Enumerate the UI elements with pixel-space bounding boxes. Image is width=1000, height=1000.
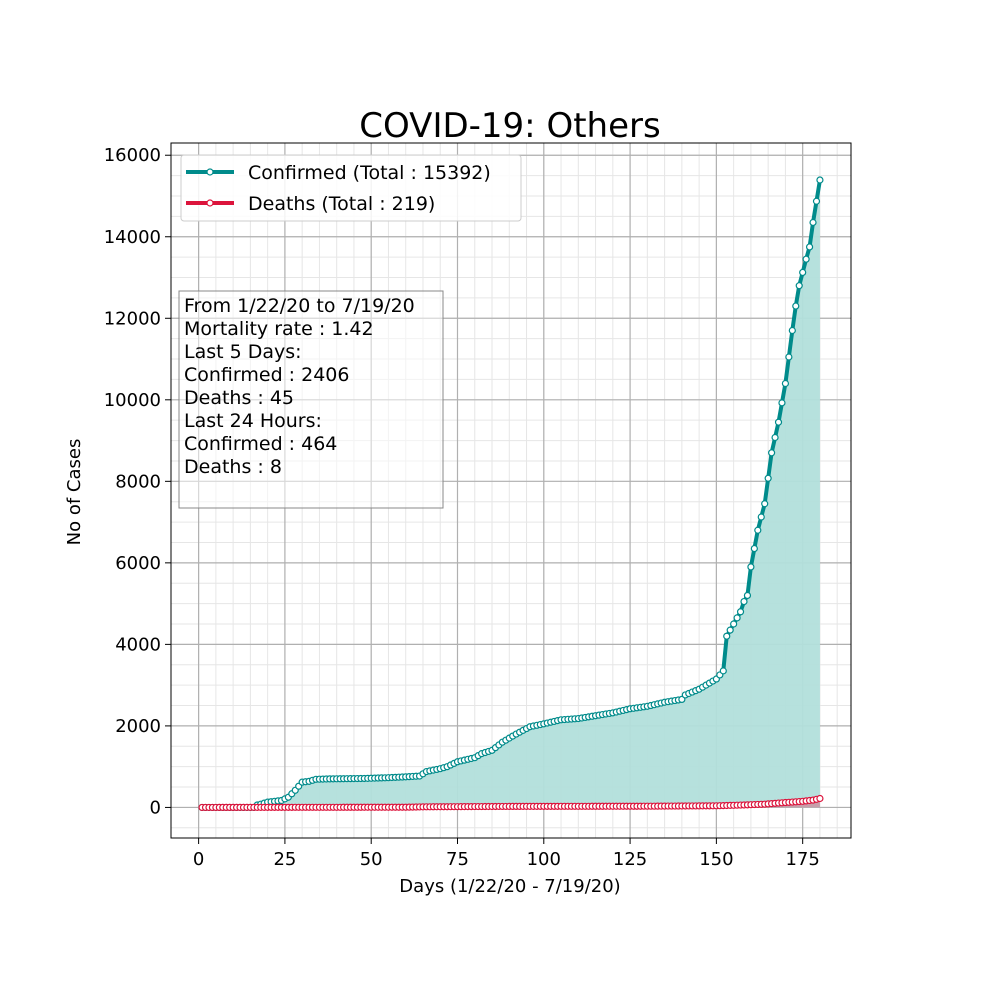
chart-title: COVID-19: Others [359, 106, 660, 146]
data-point-0 [733, 614, 741, 622]
data-point-0 [799, 268, 807, 277]
y-tick-label: 14000 [104, 227, 161, 248]
x-tick-label: 150 [699, 849, 733, 870]
data-point-0 [812, 197, 821, 205]
x-axis-label: Days (1/22/20 - 7/19/20) [399, 876, 620, 897]
data-point-0 [743, 591, 752, 600]
data-point-0 [754, 526, 762, 534]
x-tick-label: 50 [360, 849, 383, 870]
legend-confirmed-marker [206, 168, 214, 176]
data-point-0 [750, 544, 758, 553]
x-tick-label: 0 [193, 849, 204, 870]
data-point-0 [747, 563, 755, 571]
info-line-7: Confirmed : 464 [184, 433, 337, 455]
data-point-0 [785, 353, 793, 361]
axis-ticks: 0 25 50 75 100 125 150 175 0 2000 4000 6000 8000 1000… [104, 145, 820, 870]
info-line-2: Mortality rate : 1.42 [184, 318, 374, 340]
info-line-4: Confirmed : 2406 [184, 364, 349, 386]
data-point-0 [805, 243, 814, 251]
data-point-0 [809, 218, 817, 227]
y-tick-label: 6000 [115, 553, 161, 574]
data-point-0 [781, 379, 790, 388]
info-box-frame [178, 290, 444, 509]
data-point-0 [788, 326, 796, 335]
info-line-8: Deaths : 8 [184, 456, 282, 478]
area-fill-0 [202, 180, 820, 808]
info-line-1: From 1/22/20 to 7/19/20 [184, 295, 415, 317]
y-tick-label: 12000 [104, 308, 161, 329]
data-point-0 [774, 418, 783, 426]
x-tick-label: 75 [446, 849, 469, 870]
data-point-0 [802, 255, 810, 263]
data-point-0 [795, 282, 803, 290]
legend-deaths-label: Deaths (Total : 219) [248, 193, 435, 215]
data-point-1 [816, 794, 824, 803]
info-line-3: Last 5 Days: [184, 341, 302, 363]
data-point-0 [792, 302, 800, 310]
y-axis-label: No of Cases [64, 439, 85, 546]
legend-box [180, 154, 522, 222]
legend-confirmed-label: Confirmed (Total : 15392) [248, 162, 491, 184]
info-box: From 1/22/20 to 7/19/20 Mortality rate :… [178, 290, 444, 509]
y-tick-label: 4000 [115, 634, 161, 655]
data-point-0 [764, 474, 772, 482]
data-point-0 [816, 176, 824, 184]
legend: Confirmed (Total : 15392) Deaths (Total … [180, 154, 522, 222]
data-point-0 [730, 620, 738, 628]
data-point-0 [757, 513, 765, 521]
data-point-0 [740, 597, 748, 606]
plot-frame [170, 142, 852, 839]
x-tick-label: 125 [613, 849, 647, 870]
y-tick-label: 8000 [115, 471, 161, 492]
x-tick-label: 25 [273, 849, 296, 870]
data-point-0 [726, 626, 734, 634]
x-tick-label: 100 [527, 849, 561, 870]
data-point-0 [768, 449, 776, 457]
y-tick-label: 0 [150, 797, 161, 818]
data-point-0 [719, 667, 727, 675]
y-tick-label: 2000 [115, 716, 161, 737]
data-point-0 [771, 433, 779, 442]
data-point-0 [736, 608, 745, 616]
y-tick-label: 16000 [104, 145, 161, 166]
data-point-0 [778, 399, 786, 407]
data-point-0 [723, 632, 731, 640]
legend-deaths-marker [206, 199, 214, 207]
info-line-6: Last 24 Hours: [184, 410, 322, 432]
y-tick-label: 10000 [104, 390, 161, 411]
series-markers [198, 176, 824, 812]
data-point-0 [761, 500, 769, 508]
info-line-5: Deaths : 45 [184, 387, 294, 409]
x-tick-label: 175 [785, 849, 819, 870]
